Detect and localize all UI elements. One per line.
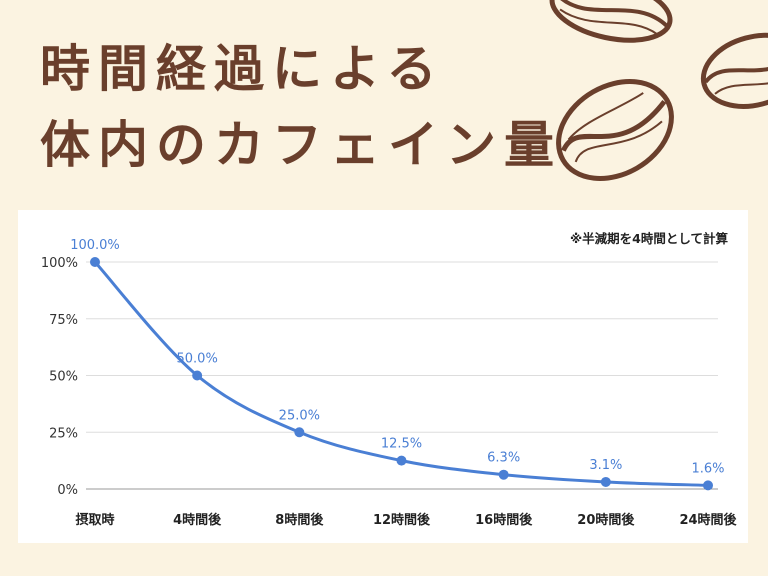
data-point <box>498 469 509 480</box>
page-title-line2: 体内のカフェイン量 <box>40 116 562 174</box>
data-point <box>600 476 611 487</box>
data-point <box>396 455 407 466</box>
data-point <box>294 427 305 438</box>
y-tick-label: 0% <box>57 483 78 498</box>
coffee-bean-icon <box>700 32 768 109</box>
data-label: 1.6% <box>691 461 724 476</box>
x-tick-label: 8時間後 <box>275 512 324 528</box>
chart-card: ※半減期を4時間として計算 0% 25% 50% 75% 100% 摂取時 4時間後 8時間後… <box>18 210 748 543</box>
data-label: 25.0% <box>279 408 320 423</box>
y-tick-label: 50% <box>49 370 78 385</box>
data-label: 3.1% <box>589 458 622 473</box>
series-line <box>93 260 709 487</box>
y-tick-label: 25% <box>49 426 78 441</box>
data-label: 6.3% <box>487 451 520 466</box>
data-label: 100.0% <box>70 238 120 253</box>
x-tick-label: 16時間後 <box>475 512 533 528</box>
half-life-note: ※半減期を4時間として計算 <box>570 231 728 246</box>
coffee-bean-icon <box>549 0 673 43</box>
x-tick-label: 摂取時 <box>75 512 114 528</box>
data-point <box>192 370 203 381</box>
coffee-bean-icon <box>556 79 674 181</box>
data-label: 12.5% <box>381 437 422 452</box>
x-tick-label: 24時間後 <box>679 512 737 528</box>
x-tick-label: 20時間後 <box>577 512 635 528</box>
page-title-line1: 時間経過による <box>40 40 445 98</box>
x-tick-label: 4時間後 <box>173 512 222 528</box>
data-label: 50.0% <box>177 352 218 367</box>
data-point <box>90 257 100 267</box>
caffeine-line-chart: 0% 25% 50% 75% 100% 摂取時 4時間後 8時間後 12時間後 16時間後 20時間… <box>41 238 738 528</box>
y-tick-label: 100% <box>41 256 78 271</box>
data-point <box>703 480 713 491</box>
x-tick-label: 12時間後 <box>373 512 431 528</box>
y-tick-label: 75% <box>49 313 78 328</box>
